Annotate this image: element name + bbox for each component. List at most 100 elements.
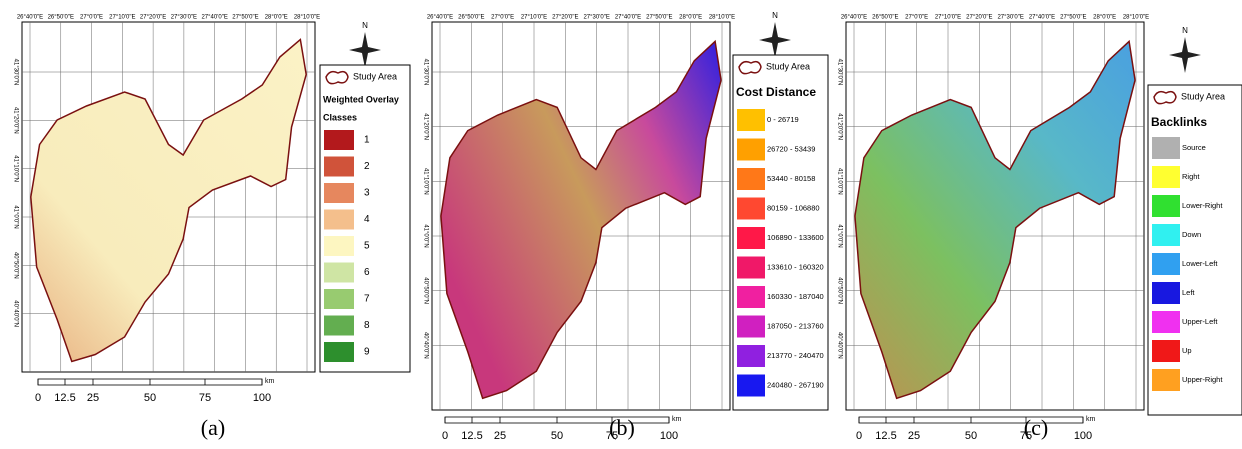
legend-label: Right (1182, 172, 1200, 181)
legend-swatch (1152, 369, 1180, 391)
latitude-label: 40°40'0"N (12, 300, 18, 327)
panel-caption: (a) (201, 415, 225, 440)
longitude-label: 28°10'0"E (294, 15, 320, 21)
latitude-label: 40°50'0"N (422, 277, 428, 304)
longitude-label: 27°50'0"E (646, 15, 672, 21)
legend-swatch (1152, 282, 1180, 304)
north-label: N (772, 11, 778, 20)
legend-swatch (737, 197, 765, 220)
legend-swatch (324, 156, 354, 177)
legend-swatch (1152, 137, 1180, 159)
legend-swatch (737, 374, 765, 397)
legend-study-area: Study Area (353, 71, 397, 81)
longitude-label: 27°0'0"E (905, 15, 928, 21)
longitude-label: 26°40'0"E (17, 15, 43, 21)
latitude-label: 41°0'0"N (12, 205, 18, 228)
legend-swatch (324, 262, 354, 283)
study-area-map (30, 38, 307, 363)
study-area-symbol (738, 60, 762, 75)
scale-label: 100 (660, 430, 678, 442)
north-arrow (349, 32, 381, 68)
latitude-label: 41°10'0"N (836, 168, 842, 195)
longitude-label: 27°0'0"E (491, 15, 514, 21)
latitude-label: 41°20'0"N (422, 113, 428, 140)
legend-swatch (737, 138, 765, 161)
legend-title: Cost Distance (736, 85, 816, 99)
scale-label: 0 (35, 392, 41, 404)
longitude-label: 26°40'0"E (427, 15, 453, 21)
scale-label: 50 (551, 430, 563, 442)
legend-swatch (324, 236, 354, 256)
legend-label: 2 (364, 161, 370, 172)
scale-unit: km (265, 378, 275, 385)
scale-label: 12.5 (461, 430, 482, 442)
legend-label: 4 (364, 214, 370, 225)
legend-label: 213770 - 240470 (767, 351, 824, 360)
scale-label: 25 (87, 392, 99, 404)
legend-study-area: Study Area (1181, 91, 1225, 101)
legend-swatch (737, 227, 765, 249)
legend-label: 133610 - 160320 (767, 262, 824, 271)
map-panel: 26°40'0"E 26°50'0"E 27°0'0"E 27°10'0"E 27°20… (422, 11, 829, 442)
scale-label: 25 (494, 430, 506, 442)
legend-label: Up (1182, 346, 1192, 355)
longitude-label: 28°0'0"E (265, 15, 288, 21)
scale-label: 100 (1074, 430, 1092, 442)
longitude-label: 28°0'0"E (679, 15, 702, 21)
panel-caption: (b) (609, 415, 635, 440)
legend-swatch (737, 286, 765, 308)
latitude-label: 41°0'0"N (422, 224, 428, 247)
latitude-label: 41°20'0"N (12, 107, 18, 134)
legend-subtitle: Classes (323, 112, 357, 122)
legend-swatch (1152, 166, 1180, 188)
latitude-label: 40°50'0"N (12, 252, 18, 279)
legend-study-area: Study Area (766, 61, 810, 71)
longitude-label: 26°40'0"E (841, 15, 867, 21)
legend-swatch (324, 289, 354, 309)
legend-swatch (737, 109, 765, 131)
latitude-label: 40°40'0"N (836, 332, 842, 359)
legend-swatch (324, 315, 354, 336)
longitude-label: 27°40'0"E (615, 15, 641, 21)
legend-label: 3 (364, 188, 370, 199)
legend-label: 0 - 26719 (767, 115, 799, 124)
longitude-label: 27°30'0"E (997, 15, 1023, 21)
legend-label: 5 (364, 241, 370, 252)
legend-box (1147, 84, 1242, 416)
scale-unit: km (672, 416, 682, 423)
latitude-label: 41°30'0"N (12, 59, 18, 86)
latitude-label: 41°30'0"N (422, 59, 428, 86)
legend-label: Lower-Left (1182, 259, 1218, 268)
legend-swatch (324, 209, 354, 230)
longitude-label: 27°40'0"E (201, 15, 227, 21)
longitude-label: 27°20'0"E (966, 15, 992, 21)
map-panel: 26°40'0"E 26°50'0"E 27°0'0"E 27°10'0"E 27°20… (836, 15, 1242, 442)
scale-label: 0 (442, 430, 448, 442)
north-label: N (362, 21, 368, 30)
scale-label: 75 (1020, 430, 1032, 442)
legend-label: Down (1182, 230, 1201, 239)
map-panel: 26°40'0"E 26°50'0"E 27°0'0"E 27°10'0"E 27°20… (12, 15, 411, 440)
longitude-label: 27°20'0"E (552, 15, 578, 21)
longitude-label: 26°50'0"E (458, 15, 484, 21)
longitude-label: 27°0'0"E (80, 15, 103, 21)
longitude-label: 26°50'0"E (872, 15, 898, 21)
latitude-label: 41°20'0"N (836, 113, 842, 140)
study-area-symbol (325, 70, 349, 85)
longitude-label: 27°50'0"E (1060, 15, 1086, 21)
legend-title: Weighted Overlay (323, 94, 399, 104)
legend-swatch (737, 345, 765, 367)
scale-label: 12.5 (54, 392, 75, 404)
longitude-label: 26°50'0"E (48, 15, 74, 21)
longitude-label: 27°40'0"E (1029, 15, 1055, 21)
legend-label: 80159 - 106880 (767, 203, 820, 212)
scale-unit: km (1086, 416, 1096, 423)
legend-swatch (737, 315, 765, 338)
legend-label: 26720 - 53439 (767, 144, 815, 153)
legend-swatch (324, 342, 354, 362)
longitude-label: 27°10'0"E (935, 15, 961, 21)
legend-label: 7 (364, 294, 370, 305)
legend-label: 240480 - 267190 (767, 380, 824, 389)
scale-label: 50 (144, 392, 156, 404)
